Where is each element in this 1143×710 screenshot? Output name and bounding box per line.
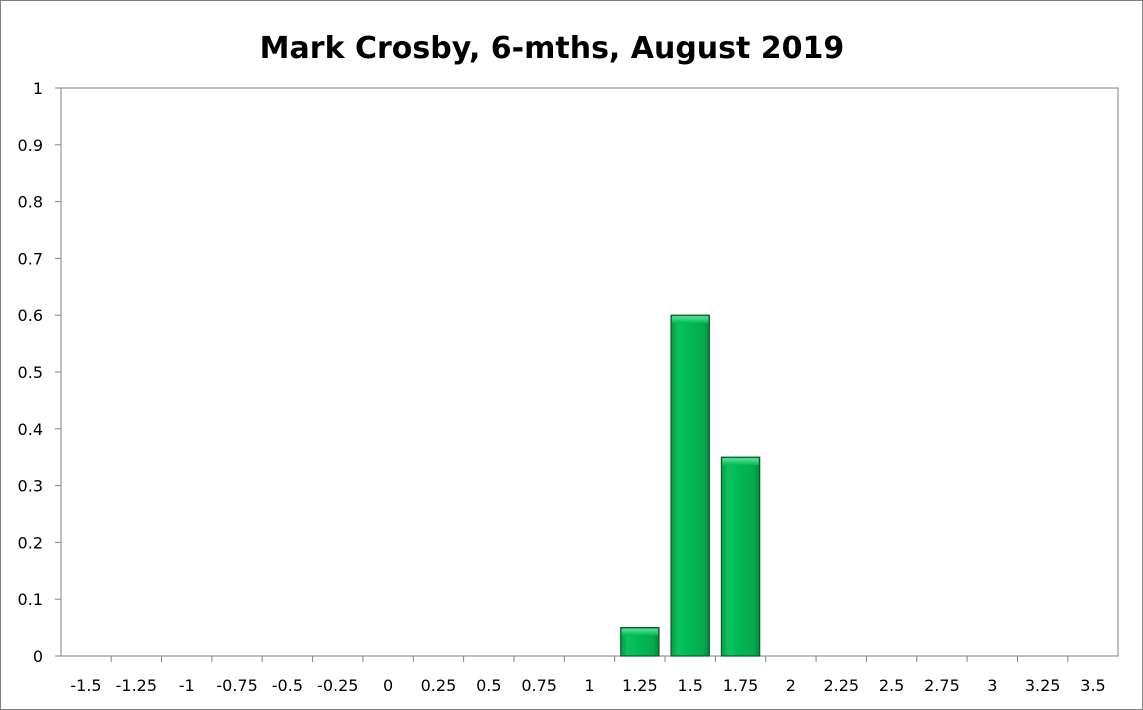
bar-1.5 (670, 314, 710, 657)
y-tick-label: 0.6 (18, 306, 43, 325)
x-tick-label: 0 (383, 676, 393, 695)
y-tick-label: 0.7 (18, 249, 43, 268)
bar-highlight (621, 628, 658, 636)
y-tick-label: 0.3 (18, 477, 43, 496)
plot-area (60, 87, 1119, 657)
x-tick-label: 3.25 (1025, 676, 1061, 695)
x-tick-label: 1.75 (723, 676, 759, 695)
x-axis: -1.5 -1.25 -1 -0.75 -0.5 -0.25 0 0.25 0.5 0.75 1 1.… (70, 656, 1106, 695)
chart-title: Mark Crosby, 6-mths, August 2019 (260, 31, 845, 66)
y-tick-label: 0.4 (18, 420, 43, 439)
x-tick-label: 1 (584, 676, 594, 695)
x-tick-label: 2.5 (879, 676, 904, 695)
y-tick-label: 0.2 (18, 533, 43, 552)
x-tick-label: -0.25 (317, 676, 358, 695)
bar-series (620, 314, 761, 657)
y-tick-label: 0.9 (18, 136, 43, 155)
y-axis: 0 0.1 0.2 0.3 0.4 0.5 0.6 0.7 0.8 0.9 1 (18, 79, 61, 666)
x-tick-label: 2.25 (823, 676, 859, 695)
x-tick-label: -1.5 (70, 676, 101, 695)
x-tick-label: -1 (179, 676, 195, 695)
y-tick-label: 0.8 (18, 193, 43, 212)
bar-highlight (672, 316, 709, 324)
x-tick-label: 0.75 (521, 676, 557, 695)
x-tick-label: -0.75 (216, 676, 257, 695)
y-tick-label: 0.1 (18, 590, 43, 609)
x-tick-label: 0.5 (476, 676, 501, 695)
x-tick-label: -0.5 (272, 676, 303, 695)
y-tick-label: 0 (33, 647, 43, 666)
bar-highlight (722, 458, 759, 466)
x-tick-label: 2.75 (924, 676, 960, 695)
x-tick-label: -1.25 (116, 676, 157, 695)
x-tick-label: 2 (786, 676, 796, 695)
x-tick-label: 0.25 (421, 676, 457, 695)
y-tick-label: 1 (33, 79, 43, 98)
y-tick-label: 0.5 (18, 363, 43, 382)
x-tick-label: 1.5 (677, 676, 702, 695)
x-tick-label: 3 (987, 676, 997, 695)
x-tick-label: 3.5 (1080, 676, 1105, 695)
x-tick-label: 1.25 (622, 676, 658, 695)
bar-1.75 (720, 456, 761, 657)
